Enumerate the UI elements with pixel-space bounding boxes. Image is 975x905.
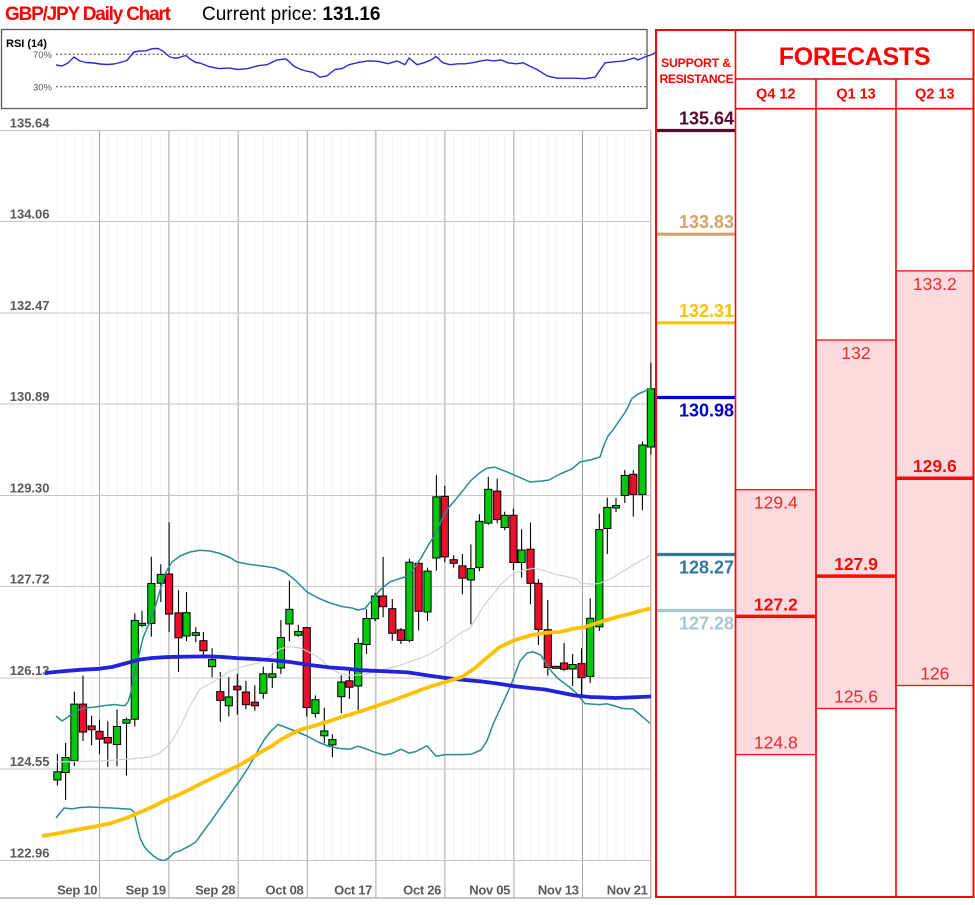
svg-text:127.9: 127.9 [834, 554, 878, 574]
svg-text:Oct 17: Oct 17 [334, 883, 372, 898]
svg-text:130.89: 130.89 [10, 389, 50, 404]
svg-text:135.64: 135.64 [10, 116, 51, 131]
svg-text:GBP/JPY Daily Chart: GBP/JPY Daily Chart [5, 4, 172, 25]
svg-text:122.96: 122.96 [10, 846, 50, 861]
svg-text:30%: 30% [33, 83, 53, 94]
svg-text:RESISTANCE: RESISTANCE [660, 72, 734, 86]
svg-text:129.4: 129.4 [754, 493, 798, 513]
svg-text:127.2: 127.2 [754, 594, 798, 614]
svg-text:133.83: 133.83 [679, 212, 734, 232]
svg-text:FORECASTS: FORECASTS [779, 43, 930, 71]
svg-text:Q4 12: Q4 12 [756, 87, 796, 103]
svg-text:132.31: 132.31 [679, 301, 734, 321]
svg-text:124.8: 124.8 [754, 733, 798, 753]
svg-text:126.13: 126.13 [10, 663, 50, 678]
svg-text:124.55: 124.55 [10, 754, 50, 769]
svg-text:129.30: 129.30 [10, 481, 50, 496]
svg-text:SUPPORT &: SUPPORT & [661, 56, 731, 70]
svg-text:Nov 21: Nov 21 [607, 883, 648, 898]
svg-text:127.28: 127.28 [679, 614, 734, 634]
svg-text:127.72: 127.72 [10, 571, 50, 586]
svg-text:Nov 13: Nov 13 [538, 883, 579, 898]
svg-text:128.27: 128.27 [679, 558, 734, 578]
svg-text:Nov 05: Nov 05 [469, 883, 510, 898]
svg-text:133.2: 133.2 [913, 274, 957, 294]
svg-text:Oct 26: Oct 26 [403, 883, 441, 898]
svg-text:134.06: 134.06 [10, 207, 50, 222]
svg-text:130.98: 130.98 [679, 401, 734, 421]
svg-text:125.6: 125.6 [834, 687, 878, 707]
svg-text:Sep 10: Sep 10 [57, 883, 97, 898]
svg-text:Current price: 131.16: Current price: 131.16 [202, 4, 381, 25]
svg-text:132: 132 [841, 343, 870, 363]
svg-text:Sep 19: Sep 19 [126, 883, 166, 898]
svg-text:Q2 13: Q2 13 [915, 87, 955, 103]
svg-text:132.47: 132.47 [10, 298, 50, 313]
svg-text:Q1 13: Q1 13 [836, 87, 876, 103]
svg-text:Sep 28: Sep 28 [195, 883, 235, 898]
svg-text:70%: 70% [33, 50, 53, 61]
svg-text:135.64: 135.64 [679, 109, 734, 129]
svg-text:Oct 08: Oct 08 [266, 883, 304, 898]
svg-text:126: 126 [920, 664, 949, 684]
svg-text:129.6: 129.6 [913, 456, 957, 476]
svg-text:RSI (14): RSI (14) [6, 38, 47, 50]
